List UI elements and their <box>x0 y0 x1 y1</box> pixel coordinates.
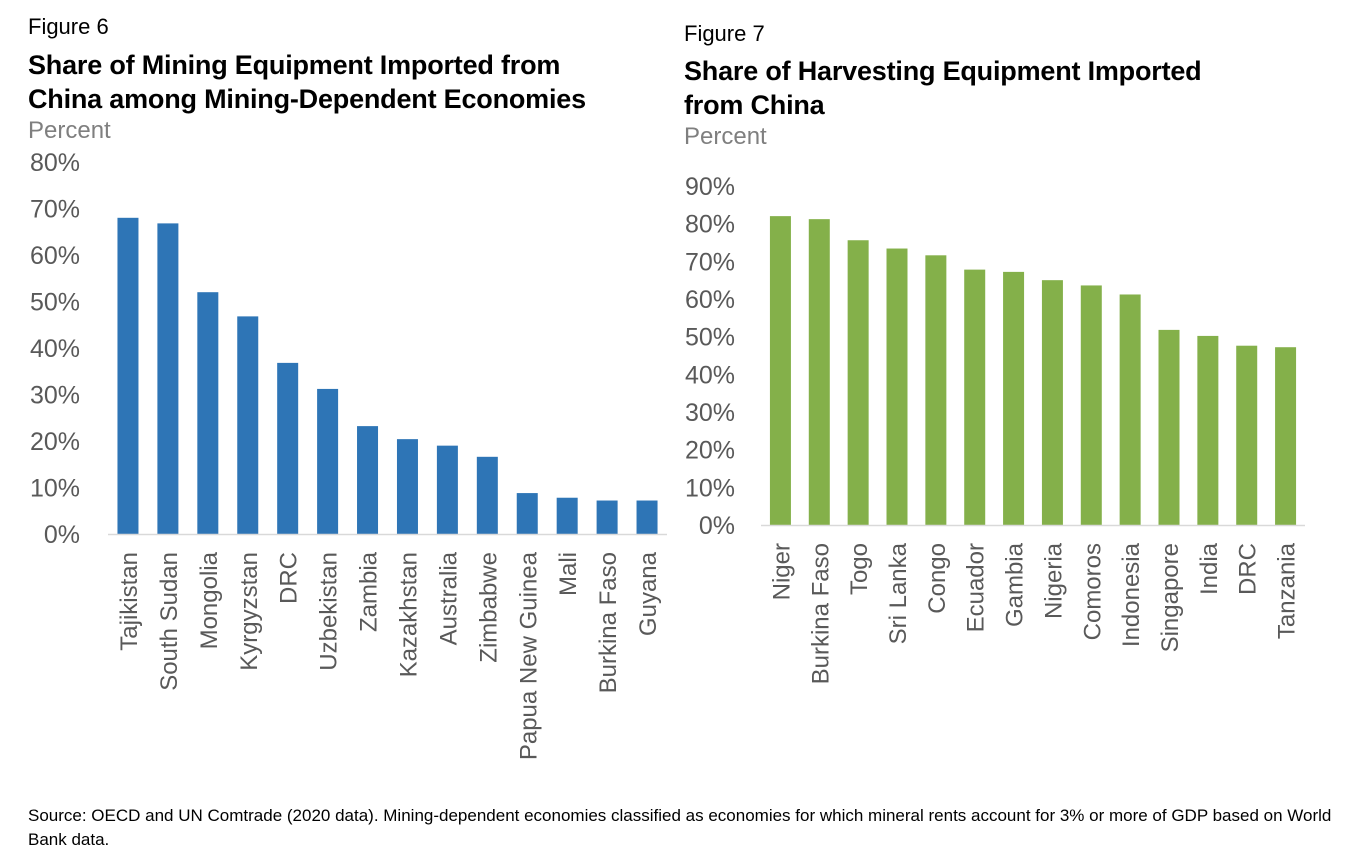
figure-6-title-line-1: Share of Mining Equipment Imported from <box>28 50 561 80</box>
figure-7-bar <box>1197 335 1219 525</box>
figure-6-bar <box>596 500 618 534</box>
figure-7-bar <box>925 255 947 525</box>
figure-7-category-label: Tanzania <box>1274 542 1301 639</box>
figure-7-category-label: Sri Lanka <box>885 542 912 644</box>
figure-7-bar <box>808 219 830 525</box>
figure-6-bar <box>117 217 139 535</box>
figure-7-ytick-label: 80% <box>685 211 735 239</box>
figure-6-category-label: Guyana <box>635 551 662 636</box>
figure-6-bar <box>237 316 259 534</box>
figure-6-category-label: Kyrgyzstan <box>236 552 263 671</box>
figure-7-bar <box>1080 285 1102 525</box>
figure-6-bar <box>556 497 578 534</box>
figure-6-ytick-label: 20% <box>30 428 80 456</box>
figure-7-ytick-label: 70% <box>685 248 735 276</box>
figure-7-bar <box>1275 347 1297 525</box>
figure-7-bar <box>1158 329 1180 525</box>
figure-7-ytick-label: 10% <box>685 474 735 502</box>
figure-7-bar <box>886 248 908 525</box>
figure-6-category-label: South Sudan <box>156 552 183 691</box>
figure-6-bar <box>476 456 498 534</box>
figure-6-ytick-label: 70% <box>30 196 80 224</box>
figure-7-category-label: Gambia <box>1002 542 1029 627</box>
figure-6-ytick-label: 60% <box>30 242 80 270</box>
figure-7-label: Figure 7 <box>684 21 765 46</box>
figure-7-bar <box>1119 294 1141 525</box>
figure-7-category-label: Togo <box>846 543 873 595</box>
figure-7-bar <box>1041 280 1063 525</box>
figure-7-category-label: Niger <box>768 543 795 600</box>
figure-6-ytick-label: 40% <box>30 335 80 363</box>
source-note: Source: OECD and UN Comtrade (2020 data)… <box>28 806 1332 849</box>
figure-7-ytick-label: 40% <box>685 361 735 389</box>
figure-6-bar <box>357 426 379 534</box>
figure-6-unit: Percent <box>28 117 111 144</box>
figure-6-category-label: Uzbekistan <box>316 552 343 671</box>
figure-7-title-line-2: from China <box>684 90 825 120</box>
figure-6-bar <box>516 493 538 534</box>
figure-6-category-label: Papua New Guinea <box>515 551 542 760</box>
figure-6-bar <box>157 223 179 534</box>
figure-6-bar <box>436 445 458 534</box>
figure-7-category-label: Singapore <box>1157 543 1184 652</box>
figure-6-bar <box>396 439 418 534</box>
figure-7-ytick-label: 30% <box>685 399 735 427</box>
figure-6-category-label: Zimbabwe <box>475 552 502 663</box>
figure-6-ytick-label: 10% <box>30 475 80 503</box>
figure-6-bar <box>636 500 658 534</box>
figure-6-ytick-label: 30% <box>30 382 80 410</box>
figure-7-bar <box>1236 345 1258 525</box>
figure-7-bar <box>847 240 869 526</box>
figure-6-bar <box>197 292 219 534</box>
figure-7-category-label: Nigeria <box>1040 542 1067 619</box>
figure-6-label: Figure 6 <box>28 14 109 39</box>
figure-6-category-label: Tajikistan <box>116 552 143 651</box>
figure-7-category-label: Congo <box>924 543 951 614</box>
figure-6-ytick-label: 50% <box>30 289 80 317</box>
figure-6-category-label: Australia <box>435 551 462 645</box>
figure-7-title-line-1: Share of Harvesting Equipment Imported <box>684 56 1202 86</box>
figure-7-bar <box>964 269 986 525</box>
figure-7-category-label: Ecuador <box>963 543 990 632</box>
figure-7-ytick-label: 20% <box>685 437 735 465</box>
figure-7-bar <box>769 216 791 525</box>
figure-6-category-label: Mali <box>555 552 582 596</box>
figure-7-unit: Percent <box>684 123 767 150</box>
figure-7-ytick-label: 90% <box>685 173 735 201</box>
figure-6-category-label: Kazakhstan <box>395 552 422 677</box>
figure-6-ytick-label: 80% <box>30 149 80 177</box>
figure-7-category-label: India <box>1196 542 1223 595</box>
figure-6-ytick-label: 0% <box>44 521 80 549</box>
figure-6-title-line-2: China among Mining-Dependent Economies <box>28 84 586 114</box>
figure-7-category-label: Burkina Faso <box>807 543 834 684</box>
figure-7-category-label: Indonesia <box>1118 542 1145 647</box>
figure-7-category-label: DRC <box>1235 543 1262 595</box>
figure-6-category-label: DRC <box>276 552 303 604</box>
figure-6-category-label: Burkina Faso <box>595 552 622 693</box>
figure-6-category-label: Mongolia <box>196 551 223 649</box>
figure-6-bar <box>277 362 299 534</box>
figure-7-bar <box>1003 271 1025 525</box>
figure-7-category-label: Comoros <box>1079 543 1106 640</box>
figure-6-category-label: Zambia <box>356 551 383 632</box>
figure-7-ytick-label: 50% <box>685 324 735 352</box>
figure-6-bar <box>317 388 339 534</box>
figure-7-ytick-label: 0% <box>699 512 735 540</box>
figure-7-ytick-label: 60% <box>685 286 735 314</box>
